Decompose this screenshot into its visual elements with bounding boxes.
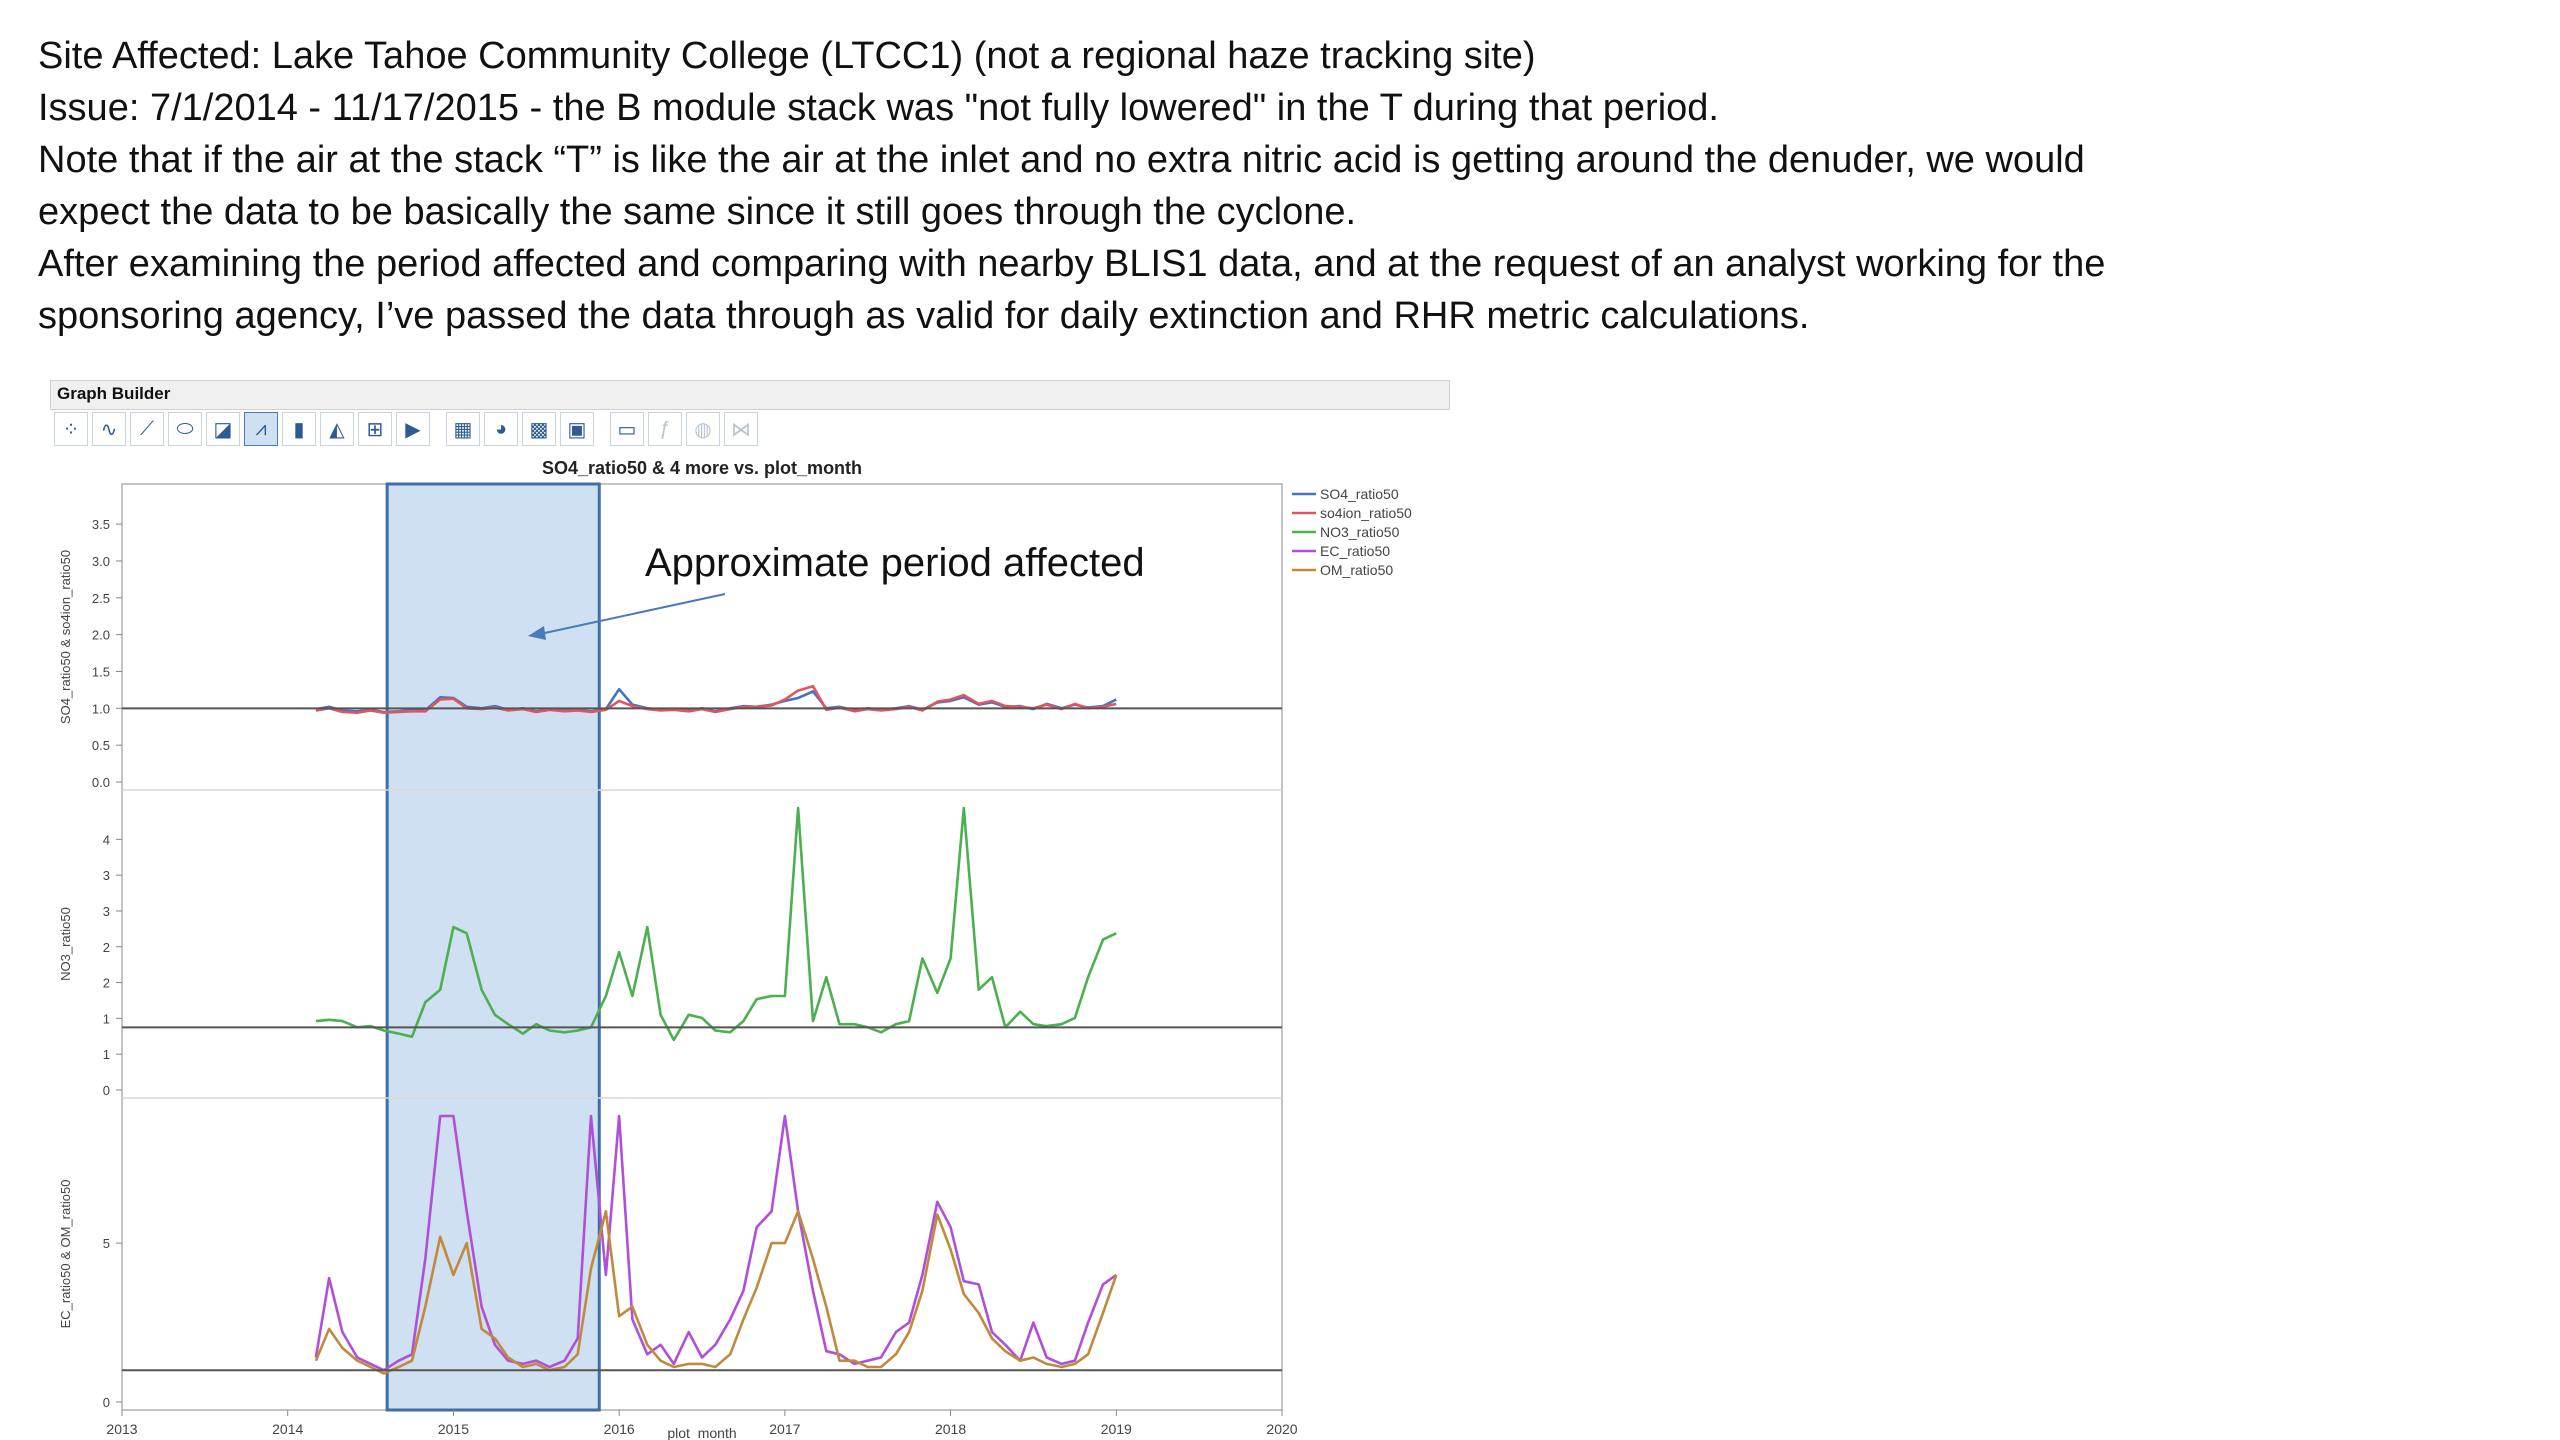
bar-icon[interactable]: ▮ xyxy=(282,412,316,446)
area-icon[interactable]: ◭ xyxy=(320,412,354,446)
line-icon[interactable]: ⩘ xyxy=(244,412,278,446)
annotation-arrow-line xyxy=(539,593,726,635)
y-axis-label: SO4_ratio50 & so4ion_ratio50 xyxy=(58,550,73,724)
series-line xyxy=(314,1210,1118,1375)
note-line: After examining the period affected and … xyxy=(38,243,2106,285)
points-icon[interactable]: ⁘ xyxy=(54,412,88,446)
series-line xyxy=(315,684,1117,714)
y-tick-label: 3.0 xyxy=(92,554,110,569)
parallel-icon[interactable]: ⋈ xyxy=(724,412,758,446)
x-tick-label: 2013 xyxy=(106,1421,137,1437)
annotation-arrow-head xyxy=(528,626,546,640)
heatmap-icon[interactable]: ▦ xyxy=(446,412,480,446)
y-tick-label: 0.5 xyxy=(92,738,110,753)
y-axis-label: NO3_ratio50 xyxy=(58,907,73,981)
y-tick-label: 5 xyxy=(103,1236,110,1251)
x-tick-label: 2019 xyxy=(1101,1421,1132,1437)
notes-text: Site Affected: Lake Tahoe Community Coll… xyxy=(38,30,2438,342)
series-line xyxy=(315,806,1117,1042)
note-line: Site Affected: Lake Tahoe Community Coll… xyxy=(38,35,1536,77)
caption-box-icon[interactable]: ▭ xyxy=(610,412,644,446)
y-tick-label: 1 xyxy=(103,1047,110,1062)
smoother-icon[interactable]: ∿ xyxy=(92,412,126,446)
y-tick-label: 0 xyxy=(103,1395,110,1410)
x-tick-label: 2018 xyxy=(935,1421,966,1437)
line-of-fit-icon[interactable]: ⟋ xyxy=(130,412,164,446)
x-tick-label: 2014 xyxy=(272,1421,303,1437)
y-tick-label: 0.0 xyxy=(92,775,110,790)
y-tick-label: 1.0 xyxy=(92,701,110,716)
y-tick-label: 1 xyxy=(103,1011,110,1026)
legend-label: SO4_ratio50 xyxy=(1320,486,1399,502)
pie-icon[interactable]: ◕ xyxy=(484,412,518,446)
y-tick-label: 2 xyxy=(103,940,110,955)
plot-frame xyxy=(121,483,1283,1411)
y-tick-label: 2.0 xyxy=(92,628,110,643)
affected-period-highlight xyxy=(385,482,601,1412)
graph-builder-toolbar: ⁘ ∿ ⟋ ⬭ ◪ ⩘ ▮ ◭ ⊞ ▶ ▦ ◕ ▩ ▣ ▭ ƒ ◍ ⋈ xyxy=(54,412,758,448)
y-tick-label: 2.5 xyxy=(92,591,110,606)
note-line: sponsoring agency, I’ve passed the data … xyxy=(38,295,1810,337)
y-tick-label: 0 xyxy=(103,1083,110,1098)
x-tick-label: 2017 xyxy=(769,1421,800,1437)
y-tick-label: 3.5 xyxy=(92,517,110,532)
formula-icon[interactable]: ƒ xyxy=(648,412,682,446)
mosaic-icon[interactable]: ▣ xyxy=(560,412,594,446)
graph-builder-titlebar: Graph Builder xyxy=(50,380,1450,410)
series-line xyxy=(314,1114,1118,1372)
x-axis-label: plot_month xyxy=(667,1425,736,1440)
y-tick-label: 2 xyxy=(103,976,110,991)
x-tick-label: 2020 xyxy=(1266,1421,1297,1437)
contour-icon[interactable]: ◪ xyxy=(206,412,240,446)
annotation-text: Approximate period affected xyxy=(645,541,1145,585)
y-axis-label: EC_ratio50 & OM_ratio50 xyxy=(58,1180,73,1329)
legend-label: NO3_ratio50 xyxy=(1320,524,1400,540)
x-tick-label: 2016 xyxy=(604,1421,635,1437)
ellipse-icon[interactable]: ⬭ xyxy=(168,412,202,446)
legend-label: OM_ratio50 xyxy=(1320,562,1393,578)
note-line: expect the data to be basically the same… xyxy=(38,191,1357,233)
y-tick-label: 4 xyxy=(103,832,110,847)
note-line: Issue: 7/1/2014 - 11/17/2015 - the B mod… xyxy=(38,87,1719,129)
legend-label: so4ion_ratio50 xyxy=(1320,505,1412,521)
y-tick-label: 3 xyxy=(103,904,110,919)
box-plot-icon[interactable]: ⊞ xyxy=(358,412,392,446)
graph-builder-title: Graph Builder xyxy=(57,384,171,403)
x-tick-label: 2015 xyxy=(438,1421,469,1437)
treemap-icon[interactable]: ▩ xyxy=(522,412,556,446)
y-tick-label: 1.5 xyxy=(92,664,110,679)
histogram-icon[interactable]: ▶ xyxy=(396,412,430,446)
chart-title: SO4_ratio50 & 4 more vs. plot_month xyxy=(542,458,862,478)
y-tick-label: 3 xyxy=(103,868,110,883)
legend-label: EC_ratio50 xyxy=(1320,543,1390,559)
map-shapes-icon[interactable]: ◍ xyxy=(686,412,720,446)
note-line: Note that if the air at the stack “T” is… xyxy=(38,139,2085,181)
